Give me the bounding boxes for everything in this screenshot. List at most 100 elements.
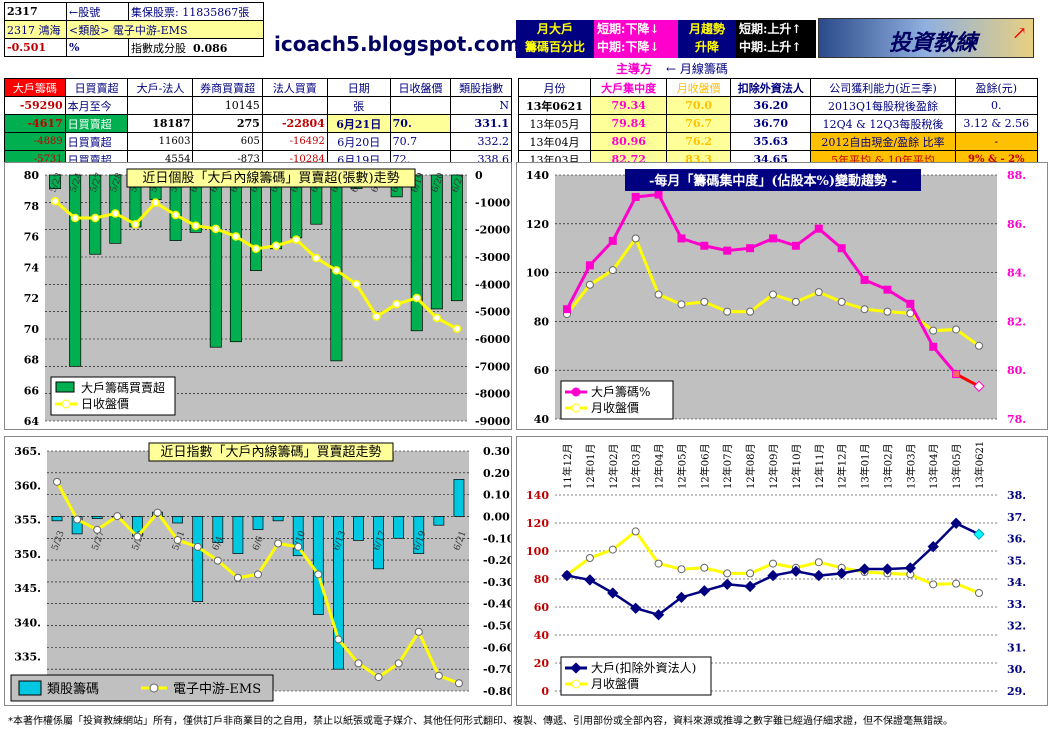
index-point — [113, 512, 122, 521]
right-table-cell: - — [954, 132, 1039, 151]
price-point — [814, 558, 823, 567]
index-point — [434, 671, 443, 680]
left-table-cell: 6月20日 — [326, 132, 391, 151]
legend-label: 類股籌碼 — [47, 682, 99, 697]
x-tick-label: 13年01月 — [859, 444, 872, 489]
concentration-point — [906, 299, 915, 308]
y-left-tick: 100 — [526, 545, 549, 558]
big-holder-point — [950, 517, 962, 529]
y-right-tick: 88. — [1007, 169, 1026, 182]
blog-url[interactable]: icoach5.blogspot.com — [274, 32, 521, 56]
month-trend-box: 月趨勢 升降 — [678, 20, 736, 58]
concentration-point — [929, 342, 938, 351]
y-right-tick: 82. — [1007, 315, 1026, 328]
left-table-cell: 18187 — [127, 114, 194, 133]
concentration-point — [973, 380, 985, 392]
left-header-cell: 類股指數 — [450, 78, 512, 97]
chart-panel-3: 365.360.355.350.345.340.335.330.0.300.20… — [4, 436, 515, 706]
price-point — [251, 244, 261, 254]
right-data-table: 月份 大戶集中度 月收盤價 扣除外資法人 公司獲利能力(近三季) 盈餘(元) 13年062… — [517, 78, 1039, 169]
big-holder-point — [881, 563, 894, 575]
month-big-label-1: 月大戶 — [536, 22, 573, 36]
stock-info-table: 2317 ←股號 集保股票: 11835867張 2317 鴻海 <類股> 電子… — [4, 2, 264, 57]
index-point — [93, 525, 102, 534]
x-tick-label: 12年05月 — [675, 444, 688, 489]
x-tick-label: 12年01月 — [584, 444, 597, 489]
concentration-point — [677, 234, 686, 243]
y-right-tick: 0.20 — [483, 467, 510, 480]
month-trend-label-2: 升降 — [694, 40, 719, 54]
y-right-tick: -0.40 — [483, 598, 511, 611]
price-point — [231, 232, 241, 241]
y-left-tick: 70 — [24, 323, 40, 336]
left-table-cell: -4889 — [4, 132, 66, 151]
left-table-cell: 11603 — [127, 132, 194, 151]
concentration-point — [631, 192, 640, 201]
legend-label: 電子中游-EMS — [173, 682, 261, 697]
left-table-cell — [127, 96, 194, 115]
legend-swatch — [55, 381, 75, 393]
bar — [312, 516, 324, 615]
price-point — [791, 297, 800, 306]
y-right-tick: 35. — [1007, 554, 1026, 567]
price-point — [700, 563, 709, 572]
y-right-tick: -0.20 — [483, 554, 511, 567]
price-point — [631, 527, 640, 536]
bar — [393, 516, 405, 539]
right-table-cell: 13年0621 — [517, 96, 592, 115]
y-right-tick: -0.10 — [483, 532, 511, 545]
price-point — [608, 545, 617, 554]
logo-banner: 投資教練 ↗ — [818, 18, 1034, 58]
price-point — [50, 196, 60, 206]
left-header-cell: 日收盤價 — [389, 78, 452, 97]
concentration-point — [585, 261, 594, 270]
price-point — [677, 565, 686, 574]
price-point — [452, 324, 462, 333]
y-left-tick: 80 — [24, 169, 40, 182]
legend-label: 大戶籌碼買賣超 — [81, 380, 165, 395]
price-point — [392, 299, 401, 309]
price-point — [412, 293, 422, 303]
price-point — [191, 221, 200, 230]
y-left-tick: 345. — [14, 582, 41, 595]
right-table-cell: 13年04月 — [517, 132, 592, 151]
index-point — [233, 573, 242, 582]
x-tick-label: 12年03月 — [630, 444, 643, 489]
x-tick-label: 12年11月 — [813, 444, 826, 489]
x-tick-label: 12年07月 — [721, 444, 734, 489]
y-left-tick: 355. — [14, 514, 41, 527]
price-point — [929, 326, 938, 335]
legend-box — [560, 656, 712, 696]
y-left-tick: 335. — [14, 651, 41, 664]
price-point — [372, 312, 381, 321]
bar — [353, 516, 364, 541]
stock-code: 2317 — [4, 2, 67, 21]
chart-stock-big-holder: 80 78 76 74 72 70 68 66 64 0 -1000 -2000 -3000 -4000 -… — [24, 168, 511, 428]
arrow-up-icon: ↗ — [1011, 23, 1027, 44]
bar — [109, 174, 122, 244]
y-right-tick: 37. — [1007, 511, 1026, 524]
legend-marker — [61, 399, 71, 409]
right-table-cell: 76.7 — [666, 114, 732, 133]
right-table-cell: 36.70 — [730, 114, 812, 133]
concentration-point — [608, 236, 617, 245]
left-table-cell: -16492 — [261, 132, 328, 151]
chart-title: 近日個股「大戶內線籌碼」買賣超(張數)走勢 — [142, 170, 399, 186]
left-table-cell: 6月21日 — [326, 114, 391, 133]
bar — [91, 516, 103, 519]
x-tick-label: 13年03月 — [904, 444, 917, 489]
x-tick-label: 12年08月 — [744, 444, 757, 489]
shares-count: 集保股票: 11835867張 — [128, 2, 264, 21]
y-left-tick: 140 — [526, 489, 549, 502]
index-point — [254, 570, 262, 579]
bar — [232, 516, 244, 554]
y-right-tick: 34. — [1007, 576, 1026, 589]
x-tick-label: 13年04月 — [927, 444, 940, 489]
y-right-tick: -7000 — [475, 360, 511, 373]
change-pct: -0.501 — [4, 38, 67, 57]
right-table-cell: 79.84 — [590, 114, 668, 133]
concentration-point — [654, 190, 663, 199]
left-table-cell: 日買賣超 — [64, 114, 129, 133]
right-header-cell: 大戶集中度 — [590, 78, 668, 97]
y-right-tick: 32. — [1007, 620, 1026, 633]
